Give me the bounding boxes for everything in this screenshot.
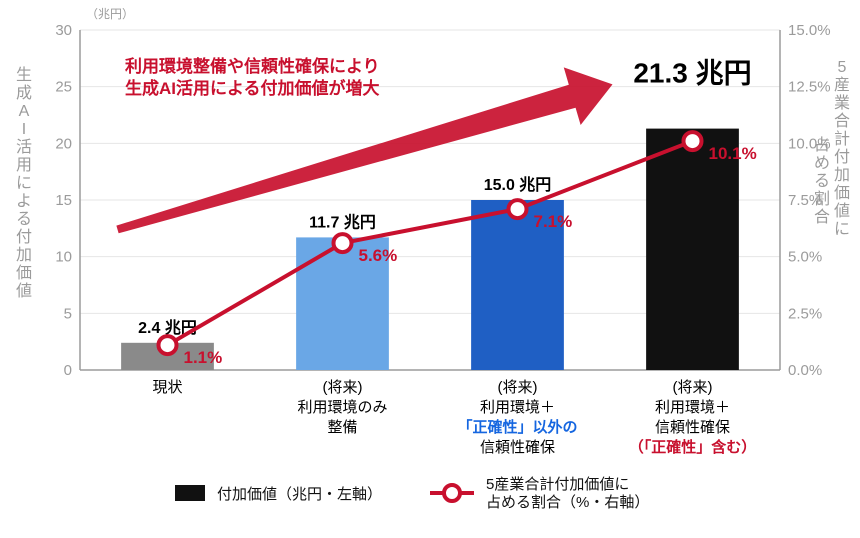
- y-left-title: に: [16, 175, 32, 192]
- legend-bar-label: 付加価値（兆円・左軸）: [217, 486, 382, 503]
- y-right-tick: 12.5%: [788, 79, 831, 96]
- y-right-title: 割: [814, 190, 830, 208]
- bar-label: 21.3 兆円: [633, 58, 751, 89]
- ratio-label: 7.1%: [534, 212, 573, 231]
- annotation-text: 利用環境整備や信頼性確保により: [125, 56, 380, 76]
- legend-line-label: 占める割合（%・右軸）: [486, 494, 649, 511]
- y-right-tick: 5.0%: [788, 249, 822, 266]
- category-label: (将来): [323, 379, 363, 396]
- y-left-tick: 0: [64, 362, 72, 379]
- category-label: (将来): [673, 379, 713, 396]
- category-label: 「正確性」以外の: [457, 418, 577, 436]
- y-right-title: 合: [834, 112, 850, 130]
- bar-label: 15.0 兆円: [484, 176, 552, 194]
- y-left-tick: 20: [55, 135, 72, 152]
- combo-bar-line-chart: 0510152025300.0%2.5%5.0%7.5%10.0%12.5%15…: [0, 0, 860, 538]
- y-right-title: 計: [834, 130, 850, 148]
- y-left-title: 価: [16, 264, 32, 282]
- y-right-title: 合: [814, 208, 830, 226]
- y-right-title: 占: [814, 136, 830, 154]
- y-right-tick: 15.0%: [788, 22, 831, 39]
- y-left-title: よ: [16, 193, 32, 210]
- y-left-title: 成: [16, 84, 32, 102]
- annotation-text: 生成AI活用による付加価値が増大: [125, 78, 380, 98]
- y-right-title: る: [814, 173, 830, 190]
- ratio-label: 1.1%: [184, 348, 223, 367]
- y-left-title: 生: [16, 66, 32, 84]
- y-left-tick: 30: [55, 22, 72, 39]
- y-left-title: 加: [16, 246, 32, 264]
- bar: [646, 129, 739, 370]
- legend-line-label: 5産業合計付加価値に: [486, 476, 629, 493]
- y-left-title: 付: [16, 228, 32, 246]
- category-label: 信頼性確保: [655, 419, 730, 436]
- category-label: 整備: [327, 419, 357, 436]
- y-right-title: 産: [834, 76, 850, 94]
- bar-label: 11.7 兆円: [309, 213, 376, 231]
- y-right-tick: 2.5%: [788, 305, 822, 322]
- y-right-title: 業: [834, 94, 850, 112]
- category-label: 信頼性確保: [480, 439, 555, 456]
- category-label: 利用環境のみ: [297, 398, 387, 416]
- y-right-title: 値: [834, 202, 850, 220]
- category-label: （「正確性」含む）: [629, 438, 757, 456]
- y-right-title: に: [834, 221, 850, 238]
- y-left-title: 用: [16, 157, 32, 174]
- y-left-tick: 10: [55, 249, 72, 266]
- y-left-tick: 25: [55, 79, 72, 96]
- y-left-tick: 15: [55, 192, 72, 209]
- y-left-tick: 5: [64, 305, 72, 322]
- y-right-title: 加: [834, 166, 850, 184]
- category-label: 利用環境＋: [655, 398, 730, 416]
- ratio-label: 10.1%: [709, 144, 757, 163]
- y-right-tick: 0.0%: [788, 362, 822, 379]
- y-left-title: 活: [16, 138, 32, 156]
- ratio-label: 5.6%: [359, 246, 398, 265]
- y-left-title: A: [19, 103, 30, 120]
- y-right-title: 価: [834, 184, 850, 202]
- legend-bar-swatch: [175, 485, 205, 501]
- category-label: 現状: [152, 379, 182, 396]
- y-right-title: め: [814, 155, 830, 172]
- unit-label: （兆円）: [86, 7, 134, 21]
- y-right-title: 付: [834, 148, 850, 166]
- y-left-title: る: [16, 211, 32, 228]
- y-left-title: I: [22, 121, 26, 138]
- y-left-title: 値: [16, 282, 32, 300]
- category-label: 利用環境＋: [480, 398, 555, 416]
- y-right-title: 5: [838, 59, 847, 76]
- category-label: (将来): [498, 379, 538, 396]
